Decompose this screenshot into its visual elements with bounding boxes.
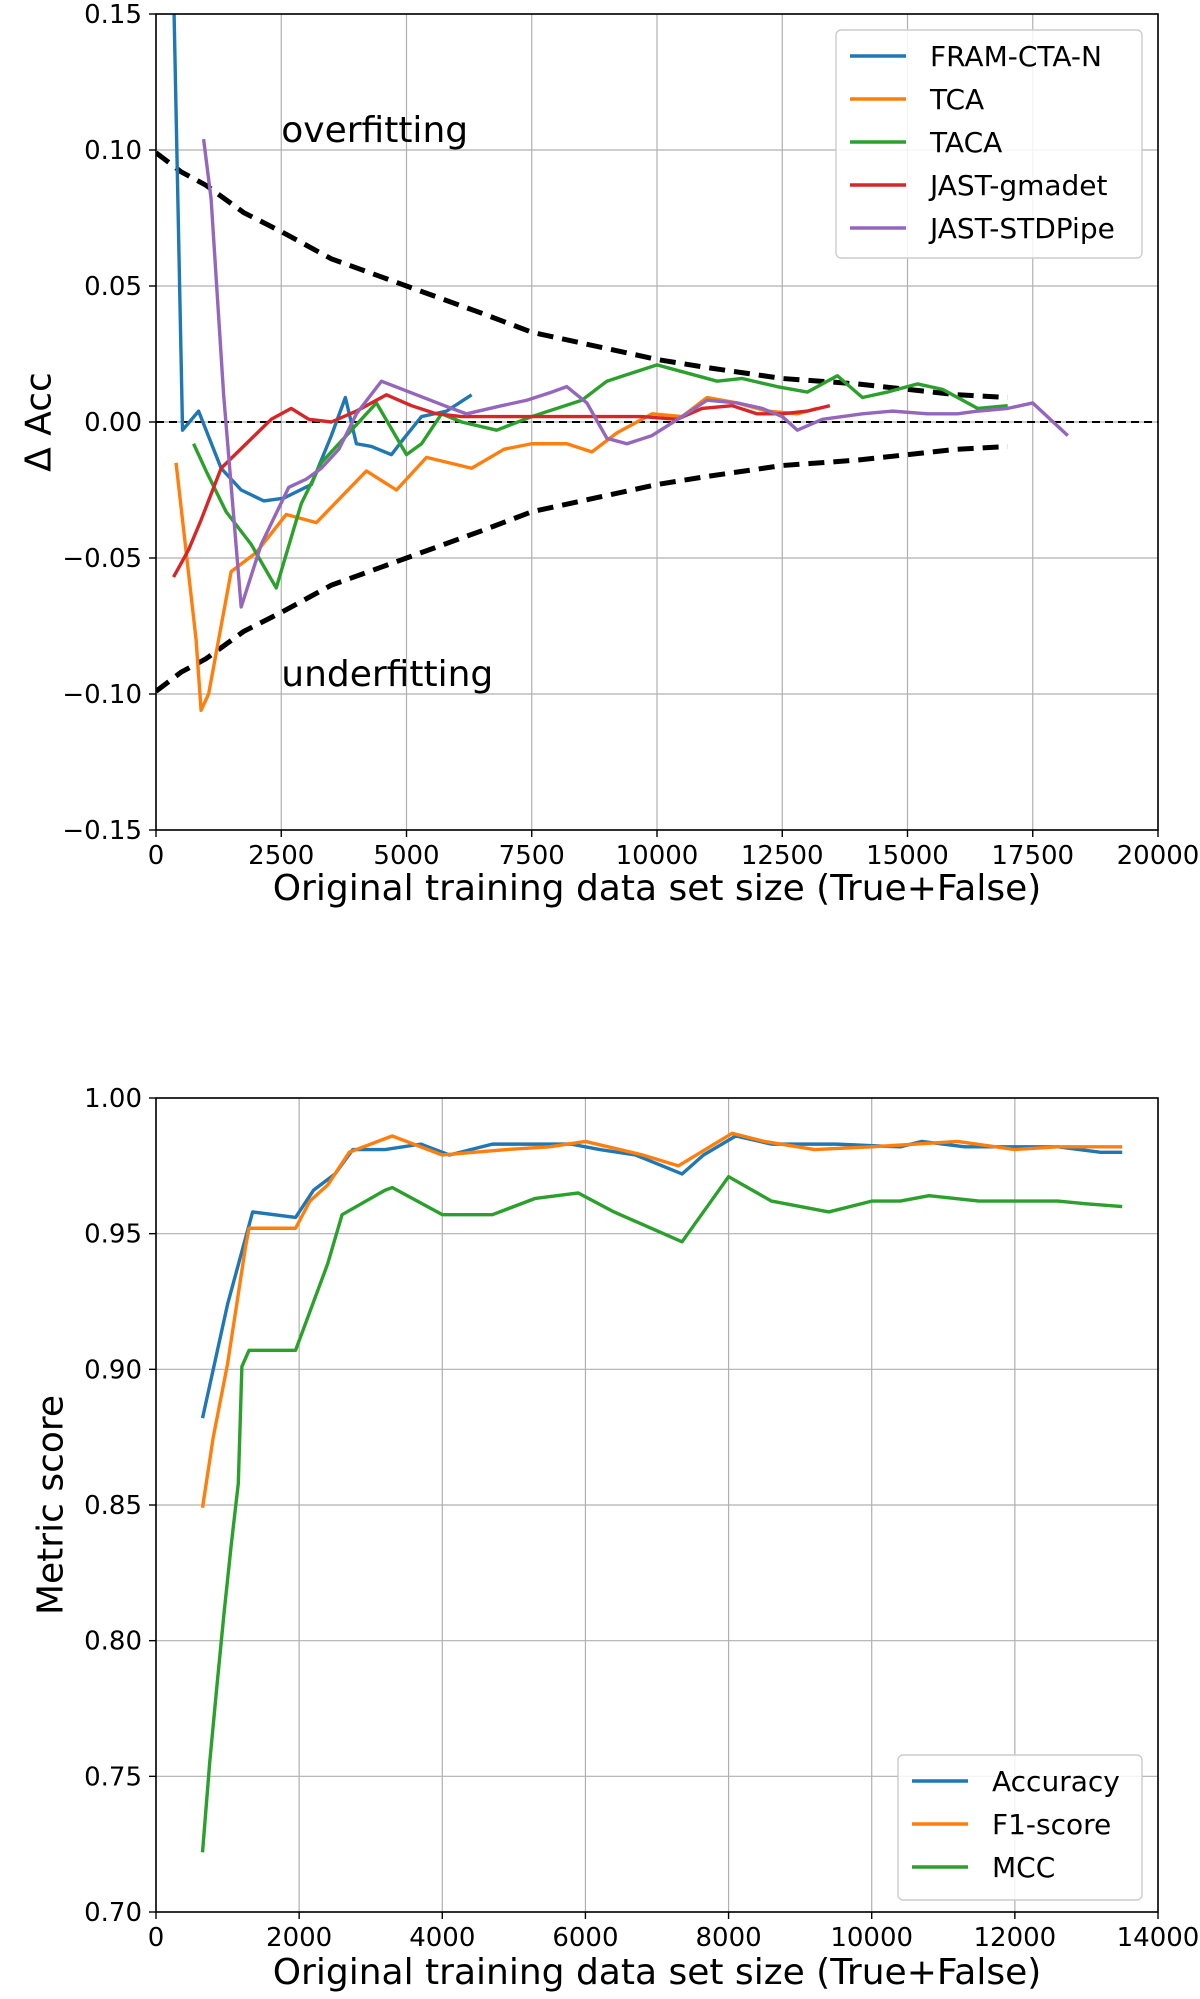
y-axis-label: Δ Acc (19, 372, 60, 472)
series-line-f1-score (200, 1131, 1123, 1508)
reference-lines (156, 150, 1158, 694)
y-axis-label: Metric score (31, 1395, 72, 1615)
legend-label-fram-cta-n: FRAM-CTA-N (930, 40, 1102, 73)
x-tick-label: 0 (148, 1923, 165, 1953)
legend-label-f1-score: F1-score (992, 1808, 1111, 1841)
x-tick-label: 17500 (991, 841, 1074, 871)
y-tick-labels: 0.70 0.75 0.80 0.85 0.90 0.95 1.00 (84, 1084, 156, 1928)
x-tick-label: 14000 (1117, 1923, 1200, 1953)
y-tick-label: 0.85 (84, 1491, 142, 1521)
y-tick-label: 0.80 (84, 1627, 142, 1657)
x-tick-label: 7500 (499, 841, 565, 871)
x-tick-label: 6000 (552, 1923, 618, 1953)
series-line-fram-cta-n (172, 14, 473, 503)
x-tick-label: 2500 (248, 841, 314, 871)
series-line-taca (192, 363, 1008, 590)
y-tick-label: 1.00 (84, 1084, 142, 1114)
x-tick-label: 4000 (409, 1923, 475, 1953)
legend: Accuracy F1-score MCC (897, 1754, 1143, 1901)
series-line-jast-gmadet (172, 393, 831, 578)
upper-bound-line (156, 150, 1008, 401)
legend: FRAM-CTA-N TCA TACA JAST-gmadet JAST-STDPipe (835, 29, 1143, 259)
legend-label-mcc: MCC (992, 1851, 1055, 1884)
y-tick-label: −0.15 (62, 816, 142, 846)
legend-label-jast-gmadet: JAST-gmadet (928, 169, 1108, 202)
legend-label-accuracy: Accuracy (992, 1765, 1120, 1798)
x-tick-label: 15000 (866, 841, 949, 871)
y-tick-label: 0.70 (84, 1898, 142, 1928)
series-lines (172, 14, 1069, 713)
y-tick-label: 0.10 (84, 136, 142, 166)
y-tick-label: −0.05 (62, 544, 142, 574)
x-tick-label: 0 (148, 841, 165, 871)
series-line-accuracy (200, 1134, 1123, 1419)
y-tick-label: 0.05 (84, 272, 142, 302)
x-tick-label: 10000 (616, 841, 699, 871)
y-tick-label: 0.75 (84, 1762, 142, 1792)
series-lines (200, 1131, 1123, 1853)
legend-label-taca: TACA (929, 126, 1002, 159)
y-tick-label: 0.90 (84, 1355, 142, 1385)
x-tick-label: 5000 (373, 841, 439, 871)
series-line-mcc (200, 1174, 1123, 1853)
y-tick-labels: −0.15 −0.10 −0.05 0.00 0.05 0.10 0.15 (62, 0, 156, 846)
lower-bound-line (156, 443, 1008, 694)
x-tick-label: 20000 (1117, 841, 1200, 871)
x-axis-label: Original training data set size (True+Fa… (273, 1952, 1042, 1993)
series-line-tca (174, 395, 818, 713)
legend-box (897, 1754, 1143, 1901)
y-tick-label: 0.00 (84, 408, 142, 438)
annotation-overfitting: overfitting (281, 110, 468, 151)
annotation-underfitting: underfitting (281, 654, 493, 695)
y-tick-label: 0.15 (84, 0, 142, 30)
y-tick-label: −0.10 (62, 680, 142, 710)
x-tick-labels: 0 2000 4000 6000 8000 10000 12000 14000 (148, 1912, 1200, 1953)
x-tick-labels: 0 2500 5000 7500 10000 12500 15000 17500 20000 (148, 830, 1200, 871)
legend-label-tca: TCA (929, 83, 984, 116)
y-tick-label: 0.95 (84, 1220, 142, 1250)
x-axis-label: Original training data set size (True+Fa… (273, 868, 1042, 909)
x-tick-label: 2000 (266, 1923, 332, 1953)
metric-score-chart: 0 2000 4000 6000 8000 10000 12000 14000 0.700.7… (31, 1084, 1200, 1993)
x-tick-label: 12500 (741, 841, 824, 871)
delta-acc-chart: 0 2500 5000 7500 10000 12500 15000 17500 20000 −… (19, 0, 1200, 909)
x-tick-label: 12000 (973, 1923, 1056, 1953)
legend-box (835, 29, 1143, 259)
x-tick-label: 10000 (830, 1923, 913, 1953)
legend-label-jast-stdpipe: JAST-STDPipe (928, 212, 1115, 245)
x-tick-label: 8000 (695, 1923, 761, 1953)
series-line-jast-stdpipe (201, 138, 1069, 609)
